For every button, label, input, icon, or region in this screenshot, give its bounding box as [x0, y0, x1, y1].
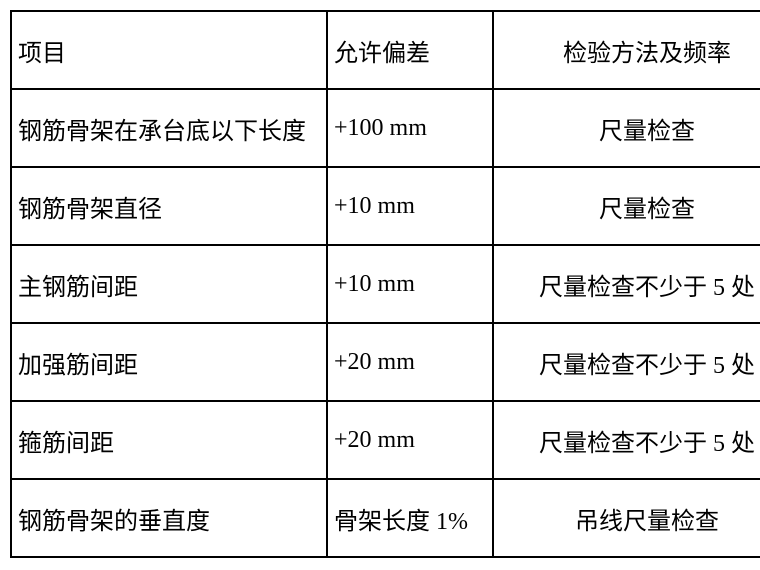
table-row: 箍筋间距 +20 mm 尺量检查不少于 5 处 — [11, 401, 760, 479]
cell-tolerance: 骨架长度 1% — [327, 479, 493, 557]
cell-method: 尺量检查不少于 5 处 — [493, 245, 760, 323]
cell-item: 钢筋骨架在承台底以下长度 — [11, 89, 327, 167]
table-row: 钢筋骨架直径 +10 mm 尺量检查 — [11, 167, 760, 245]
cell-item: 钢筋骨架直径 — [11, 167, 327, 245]
table-row: 加强筋间距 +20 mm 尺量检查不少于 5 处 — [11, 323, 760, 401]
cell-item: 钢筋骨架的垂直度 — [11, 479, 327, 557]
header-method: 检验方法及频率 — [493, 11, 760, 89]
cell-method: 尺量检查 — [493, 167, 760, 245]
table-row: 钢筋骨架在承台底以下长度 +100 mm 尺量检查 — [11, 89, 760, 167]
cell-tolerance: +100 mm — [327, 89, 493, 167]
header-item: 项目 — [11, 11, 327, 89]
cell-method: 尺量检查 — [493, 89, 760, 167]
header-tolerance: 允许偏差 — [327, 11, 493, 89]
cell-item: 加强筋间距 — [11, 323, 327, 401]
cell-method: 吊线尺量检查 — [493, 479, 760, 557]
cell-method: 尺量检查不少于 5 处 — [493, 401, 760, 479]
table-header-row: 项目 允许偏差 检验方法及频率 — [11, 11, 760, 89]
cell-method: 尺量检查不少于 5 处 — [493, 323, 760, 401]
inspection-table: 项目 允许偏差 检验方法及频率 钢筋骨架在承台底以下长度 +100 mm 尺量检… — [10, 10, 760, 558]
cell-tolerance: +10 mm — [327, 245, 493, 323]
cell-tolerance: +10 mm — [327, 167, 493, 245]
cell-item: 主钢筋间距 — [11, 245, 327, 323]
cell-item: 箍筋间距 — [11, 401, 327, 479]
cell-tolerance: +20 mm — [327, 401, 493, 479]
table-row: 主钢筋间距 +10 mm 尺量检查不少于 5 处 — [11, 245, 760, 323]
cell-tolerance: +20 mm — [327, 323, 493, 401]
table-row: 钢筋骨架的垂直度 骨架长度 1% 吊线尺量检查 — [11, 479, 760, 557]
